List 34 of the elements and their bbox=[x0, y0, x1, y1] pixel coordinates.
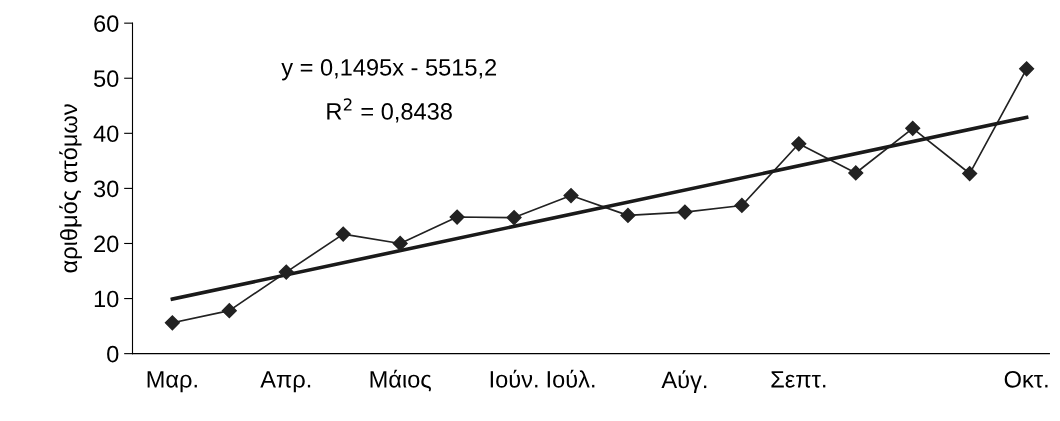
y-tick-label: 0 bbox=[107, 345, 119, 363]
x-tick-label: Ιούν. bbox=[490, 369, 538, 388]
point bbox=[962, 165, 978, 182]
x-tick-label: Απρ. bbox=[260, 371, 311, 393]
point bbox=[563, 187, 579, 204]
point bbox=[620, 207, 636, 223]
point bbox=[734, 197, 750, 214]
x-tick-label: Οκτ. bbox=[1004, 370, 1048, 388]
point bbox=[449, 209, 465, 225]
y-tick-label: 60 bbox=[94, 15, 119, 32]
y-axis-title: αριθμός ατόμων bbox=[59, 104, 82, 273]
y-tick-label: 40 bbox=[93, 125, 119, 143]
point bbox=[221, 303, 237, 319]
point bbox=[392, 235, 408, 252]
x-tick-label: Σεπτ. bbox=[771, 371, 826, 388]
x-tick-label: Μαρ. bbox=[147, 371, 197, 393]
point bbox=[1019, 61, 1035, 77]
y-tick-label: 10 bbox=[94, 290, 119, 308]
annotation: y = 0,1495x - 5515,2 bbox=[281, 59, 497, 81]
point bbox=[677, 204, 693, 220]
y-tick-label: 20 bbox=[94, 235, 119, 253]
y-tick-label: 30 bbox=[93, 180, 119, 198]
annotation: R$^{2}$ = 0,8438 bbox=[327, 98, 452, 123]
point bbox=[335, 226, 351, 242]
x-tick-label: Ιούλ. bbox=[547, 369, 595, 388]
x-tick-label: Αύγ. bbox=[661, 370, 707, 393]
point bbox=[905, 120, 921, 136]
point bbox=[848, 165, 864, 181]
point bbox=[791, 136, 807, 152]
x-tick-label: Μάιος bbox=[370, 369, 431, 392]
point bbox=[278, 264, 294, 280]
point bbox=[506, 210, 522, 226]
y-tick-label: 50 bbox=[93, 70, 119, 88]
point bbox=[164, 315, 180, 331]
